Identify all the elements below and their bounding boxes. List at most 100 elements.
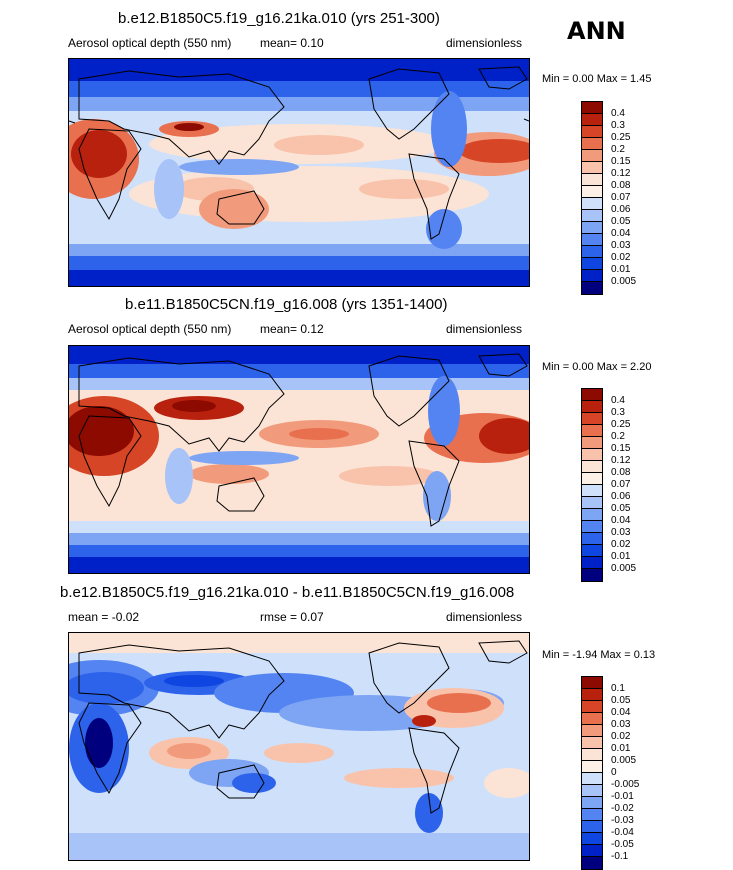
panel-1-units: dimensionless xyxy=(446,36,523,50)
colorbar-label: 0.1 xyxy=(611,683,625,694)
colorbar-swatch xyxy=(582,222,602,234)
colorbar-swatch xyxy=(582,689,602,701)
colorbar-label: 0.02 xyxy=(611,731,631,742)
colorbar-swatch xyxy=(582,270,602,282)
colorbar-swatch xyxy=(582,114,602,126)
colorbar-swatch xyxy=(582,449,602,461)
panel-1-minmax: Min = 0.00 Max = 1.45 xyxy=(542,73,652,85)
colorbar-swatch xyxy=(582,282,602,294)
season-label: ANN xyxy=(567,17,626,45)
colorbar-swatch xyxy=(582,761,602,773)
colorbar-swatch xyxy=(582,126,602,138)
colorbar-swatch xyxy=(582,725,602,737)
panel-2-title: b.e11.B1850C5CN.f19_g16.008 (yrs 1351-14… xyxy=(125,296,448,313)
colorbar-label: 0.4 xyxy=(611,108,625,119)
colorbar-swatch xyxy=(582,485,602,497)
colorbar-swatch xyxy=(582,845,602,857)
colorbar-label: 0.01 xyxy=(611,551,631,562)
panel-3-units: dimensionless xyxy=(446,610,523,624)
colorbar-swatch xyxy=(582,557,602,569)
colorbar-swatch xyxy=(582,102,602,114)
colorbar-label: 0.12 xyxy=(611,455,631,466)
colorbar-swatch xyxy=(582,389,602,401)
panel-3-title: b.e12.B1850C5.f19_g16.21ka.010 - b.e11.B… xyxy=(60,584,515,601)
colorbar-swatch xyxy=(582,833,602,845)
colorbar-label: 0.04 xyxy=(611,707,631,718)
colorbar-label: 0.04 xyxy=(611,515,631,526)
colorbar-label: 0.005 xyxy=(611,563,637,574)
colorbar-label: 0.12 xyxy=(611,168,631,179)
colorbar-swatch xyxy=(582,461,602,473)
panel-2-map xyxy=(68,345,530,574)
colorbar-label: 0.3 xyxy=(611,120,625,131)
colorbar-swatch xyxy=(582,521,602,533)
colorbar-label: 0.02 xyxy=(611,539,631,550)
colorbar-label: -0.005 xyxy=(611,779,640,790)
colorbar-label: -0.03 xyxy=(611,815,634,826)
colorbar-swatch xyxy=(582,138,602,150)
colorbar-label: 0.25 xyxy=(611,132,631,143)
colorbar-label: -0.05 xyxy=(611,839,634,850)
colorbar-swatch xyxy=(582,425,602,437)
colorbar-label: 0.2 xyxy=(611,144,625,155)
colorbar-label: 0.03 xyxy=(611,240,631,251)
colorbar-label: 0.01 xyxy=(611,264,631,275)
colorbar-label: 0.25 xyxy=(611,419,631,430)
colorbar-label: 0.4 xyxy=(611,395,625,406)
colorbar-swatch xyxy=(582,162,602,174)
colorbar-label: 0.08 xyxy=(611,467,631,478)
colorbar-swatch xyxy=(582,713,602,725)
colorbar-swatch xyxy=(582,246,602,258)
colorbar-swatch xyxy=(582,437,602,449)
colorbar-label: 0.06 xyxy=(611,204,631,215)
colorbar-label: 0.08 xyxy=(611,180,631,191)
colorbar-swatch xyxy=(582,809,602,821)
panel-3-map xyxy=(68,632,530,861)
panel-2-units: dimensionless xyxy=(446,322,523,336)
colorbar-swatch xyxy=(582,857,602,869)
colorbar-label: 0.005 xyxy=(611,755,637,766)
panel-1-variable: Aerosol optical depth (550 nm) xyxy=(68,36,232,50)
colorbar-swatch xyxy=(582,413,602,425)
colorbar-swatch xyxy=(582,210,602,222)
colorbar-swatch xyxy=(582,258,602,270)
colorbar-label: 0.05 xyxy=(611,695,631,706)
colorbar-swatch xyxy=(582,737,602,749)
colorbar-swatch xyxy=(582,545,602,557)
colorbar-label: 0.005 xyxy=(611,276,637,287)
panel-2-variable: Aerosol optical depth (550 nm) xyxy=(68,322,232,336)
colorbar-label: -0.04 xyxy=(611,827,634,838)
panel-1-colorbar xyxy=(581,101,603,295)
colorbar-label: 0.03 xyxy=(611,527,631,538)
colorbar-swatch xyxy=(582,198,602,210)
colorbar-swatch xyxy=(582,785,602,797)
colorbar-label: 0.03 xyxy=(611,719,631,730)
colorbar-label: 0.07 xyxy=(611,192,631,203)
panel-3-minmax: Min = -1.94 Max = 0.13 xyxy=(542,649,656,661)
colorbar-swatch xyxy=(582,497,602,509)
colorbar-swatch xyxy=(582,569,602,581)
colorbar-label: 0.01 xyxy=(611,743,631,754)
colorbar-swatch xyxy=(582,533,602,545)
colorbar-label: 0.3 xyxy=(611,407,625,418)
panel-3-colorbar xyxy=(581,676,603,870)
colorbar-swatch xyxy=(582,773,602,785)
colorbar-label: 0.07 xyxy=(611,479,631,490)
colorbar-swatch xyxy=(582,677,602,689)
panel-1-mean: mean= 0.10 xyxy=(260,36,324,50)
colorbar-swatch xyxy=(582,749,602,761)
panel-2-colorbar xyxy=(581,388,603,582)
colorbar-swatch xyxy=(582,821,602,833)
colorbar-swatch xyxy=(582,701,602,713)
panel-2-mean: mean= 0.12 xyxy=(260,322,324,336)
colorbar-label: 0.05 xyxy=(611,216,631,227)
colorbar-swatch xyxy=(582,150,602,162)
colorbar-label: 0.15 xyxy=(611,156,631,167)
colorbar-swatch xyxy=(582,234,602,246)
colorbar-swatch xyxy=(582,174,602,186)
colorbar-swatch xyxy=(582,797,602,809)
colorbar-swatch xyxy=(582,473,602,485)
panel-3-mean: mean = -0.02 xyxy=(68,610,140,624)
colorbar-swatch xyxy=(582,186,602,198)
colorbar-label: 0 xyxy=(611,767,617,778)
